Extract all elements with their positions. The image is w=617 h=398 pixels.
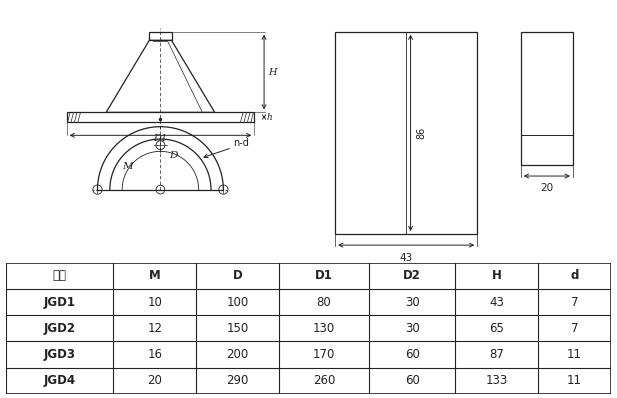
Text: D2: D2 xyxy=(404,269,421,282)
Text: D1: D1 xyxy=(315,269,333,282)
Text: H: H xyxy=(268,68,276,76)
Text: 170: 170 xyxy=(313,348,335,361)
Text: 130: 130 xyxy=(313,322,335,335)
Text: 150: 150 xyxy=(226,322,249,335)
Text: 290: 290 xyxy=(226,375,249,387)
Text: 43: 43 xyxy=(400,253,413,263)
Text: JGD2: JGD2 xyxy=(44,322,76,335)
Text: 20: 20 xyxy=(147,375,162,387)
Text: M: M xyxy=(122,162,133,171)
Bar xyxy=(67,112,254,122)
Text: 型号: 型号 xyxy=(52,269,67,282)
Bar xyxy=(521,32,573,165)
Text: 43: 43 xyxy=(489,296,504,308)
Text: 7: 7 xyxy=(571,296,578,308)
Bar xyxy=(149,32,172,40)
Text: 87: 87 xyxy=(489,348,504,361)
Text: JGD3: JGD3 xyxy=(44,348,76,361)
Bar xyxy=(335,32,478,234)
Text: 11: 11 xyxy=(567,375,582,387)
Text: 16: 16 xyxy=(147,348,162,361)
Text: 30: 30 xyxy=(405,322,420,335)
Text: 60: 60 xyxy=(405,375,420,387)
Text: n-d: n-d xyxy=(233,139,249,148)
Text: 133: 133 xyxy=(486,375,508,387)
Text: 7: 7 xyxy=(571,322,578,335)
Text: M: M xyxy=(149,269,160,282)
Text: JGD1: JGD1 xyxy=(44,296,76,308)
Text: 20: 20 xyxy=(540,183,553,193)
Text: 65: 65 xyxy=(489,322,504,335)
Text: 200: 200 xyxy=(226,348,249,361)
Text: 12: 12 xyxy=(147,322,162,335)
Text: 86: 86 xyxy=(416,127,426,139)
Text: 80: 80 xyxy=(317,296,331,308)
Text: 60: 60 xyxy=(405,348,420,361)
Text: 11: 11 xyxy=(567,348,582,361)
Text: 260: 260 xyxy=(313,375,335,387)
Text: h: h xyxy=(267,113,273,121)
Text: 10: 10 xyxy=(147,296,162,308)
Text: 100: 100 xyxy=(226,296,249,308)
Text: H: H xyxy=(492,269,502,282)
Text: 30: 30 xyxy=(405,296,420,308)
Text: JGD4: JGD4 xyxy=(44,375,76,387)
Text: D: D xyxy=(233,269,242,282)
Text: D1: D1 xyxy=(154,134,167,143)
Text: d: d xyxy=(570,269,579,282)
Text: D: D xyxy=(169,150,178,160)
